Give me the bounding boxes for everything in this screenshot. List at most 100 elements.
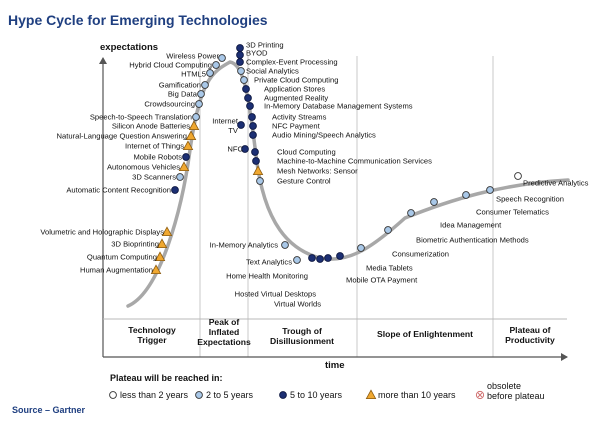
- application-stores-label: Application Stores: [264, 85, 325, 94]
- nfc-payment-label: NFC Payment: [272, 122, 321, 131]
- legend-lt2-marker: [109, 391, 117, 399]
- phase-peak-of-inflated-expectations: Peak of Inflated Expectations: [197, 317, 251, 347]
- in-memory-analytics-marker: [281, 241, 289, 249]
- human-augmentation-label: Human Augmentation: [80, 266, 153, 275]
- augmented-reality-marker: [244, 94, 252, 102]
- autonomous-vehicles-marker: [178, 161, 190, 172]
- legend-5to10-label: 5 to 10 years: [290, 390, 343, 400]
- legend-lt2-label: less than 2 years: [120, 390, 189, 400]
- page-title: Hype Cycle for Emerging Technologies: [8, 12, 268, 28]
- virtual-worlds-label: Virtual Worlds: [274, 300, 321, 309]
- source-credit: Source – Gartner: [12, 405, 86, 415]
- 3d-printing-marker: [236, 44, 244, 52]
- in-memory-database-management-systems-marker: [246, 102, 254, 110]
- consumerization-marker: [384, 226, 392, 234]
- speech-to-speech-translation-label: Speech-to-Speech Translation: [90, 113, 192, 122]
- machine-to-machine-communication-services-marker: [252, 157, 260, 165]
- idea-management-label: Idea Management: [440, 221, 502, 230]
- gamification-label: Gamification: [159, 81, 201, 90]
- biometric-authentication-methods-marker: [407, 209, 415, 217]
- natural-language-question-answering-marker: [185, 130, 197, 141]
- private-cloud-computing-marker: [240, 76, 248, 84]
- legend-2to5-label: 2 to 5 years: [206, 390, 254, 400]
- mobile-ota-payment-label: Mobile OTA Payment: [346, 276, 418, 285]
- media-tablets-marker: [357, 244, 365, 252]
- legend-gt10-label: more than 10 years: [378, 390, 456, 400]
- cloud-computing-label: Cloud Computing: [277, 148, 336, 157]
- consumer-telematics-label: Consumer Telematics: [476, 208, 549, 217]
- internet-of-things-label: Internet of Things: [125, 142, 184, 151]
- speech-to-speech-translation-marker: [192, 113, 200, 121]
- automatic-content-recognition-marker: [171, 186, 179, 194]
- social-analytics-label: Social Analytics: [246, 67, 299, 76]
- natural-language-question-answering-label: Natural-Language Question Answering: [57, 132, 187, 141]
- nfc-label: NFC: [227, 145, 243, 154]
- legend-2to5-marker: [195, 391, 203, 399]
- social-analytics-marker: [237, 67, 245, 75]
- big-data-label: Big Data: [168, 90, 198, 99]
- complex-event-processing-marker: [236, 58, 244, 66]
- crowdsourcing-label: Crowdsourcing: [144, 100, 195, 109]
- audio-mining-speech-analytics-marker: [249, 131, 257, 139]
- quantum-computing-marker: [154, 251, 166, 262]
- 3d-bioprinting-label: 3D Bioprinting: [111, 240, 159, 249]
- legend-obsolete-label: obsolete before plateau: [487, 381, 545, 401]
- phase-technology-trigger: Technology Trigger: [128, 325, 176, 345]
- home-health-monitoring-label: Home Health Monitoring: [226, 272, 308, 281]
- hybrid-cloud-computing-marker: [212, 61, 220, 69]
- speech-recognition-label: Speech Recognition: [496, 195, 564, 204]
- legend-title: Plateau will be reached in:: [110, 373, 223, 383]
- audio-mining-speech-analytics-label: Audio Mining/Speech Analytics: [272, 131, 376, 140]
- predictive-analytics-marker: [514, 172, 522, 180]
- nfc-marker: [241, 145, 249, 153]
- speech-recognition-marker: [486, 186, 494, 194]
- mobile-robots-label: Mobile Robots: [133, 153, 182, 162]
- y-axis-label: expectations: [100, 42, 158, 53]
- autonomous-vehicles-label: Autonomous Vehicles: [107, 163, 180, 172]
- byod-marker: [236, 51, 244, 59]
- mesh-networks-sensor-label: Mesh Networks: Sensor: [277, 167, 358, 176]
- biometric-authentication-methods-label: Biometric Authentication Methods: [416, 236, 529, 245]
- silicon-anode-batteries-label: Silicon Anode Batteries: [112, 122, 190, 131]
- automatic-content-recognition-label: Automatic Content Recognition: [66, 186, 171, 195]
- home-health-monitoring-marker: [308, 254, 316, 262]
- human-augmentation-marker: [150, 264, 162, 275]
- legend: Plateau will be reached in: less than 2 …: [109, 373, 545, 401]
- cloud-computing-marker: [251, 148, 259, 156]
- nfc-payment-marker: [249, 122, 257, 130]
- predictive-analytics-label: Predictive Analytics: [523, 179, 589, 188]
- phase-slope-of-enlightenment: Slope of Enlightenment: [377, 329, 473, 339]
- private-cloud-computing-label: Private Cloud Computing: [254, 76, 338, 85]
- internet-tv-marker: [237, 121, 245, 129]
- quantum-computing-label: Quantum Computing: [87, 253, 157, 262]
- in-memory-database-management-systems-label: In-Memory Database Management Systems: [264, 102, 413, 111]
- legend-5to10-marker: [279, 391, 287, 399]
- text-analytics-label: Text Analytics: [246, 258, 292, 267]
- mobile-ota-payment-marker: [336, 252, 344, 260]
- consumer-telematics-marker: [462, 191, 470, 199]
- augmented-reality-label: Augmented Reality: [264, 94, 328, 103]
- text-analytics-marker: [293, 256, 301, 264]
- 3d-printing-label: 3D Printing: [246, 41, 284, 50]
- volumetric-and-holographic-displays-label: Volumetric and Holographic Displays: [40, 228, 164, 237]
- complex-event-processing-label: Complex-Event Processing: [246, 58, 338, 67]
- media-tablets-label: Media Tablets: [366, 264, 413, 273]
- machine-to-machine-communication-services-label: Machine-to-Machine Communication Service…: [277, 157, 432, 166]
- phase-trough-of-disillusionment: Trough of Disillusionment: [270, 326, 334, 346]
- volumetric-and-holographic-displays-marker: [161, 226, 173, 237]
- 3d-scanners-label: 3D Scanners: [132, 173, 176, 182]
- hybrid-cloud-computing-label: Hybrid Cloud Computing: [129, 61, 212, 70]
- activity-streams-marker: [248, 113, 256, 121]
- consumerization-label: Consumerization: [392, 250, 449, 259]
- internet-of-things-marker: [182, 140, 194, 151]
- legend-gt10-marker: [365, 389, 377, 400]
- silicon-anode-batteries-marker: [188, 120, 200, 131]
- html5-label: HTML5: [181, 70, 206, 79]
- virtual-worlds-marker: [324, 254, 332, 262]
- gamification-marker: [201, 81, 209, 89]
- 3d-scanners-marker: [176, 173, 184, 181]
- big-data-marker: [197, 90, 205, 98]
- 3d-bioprinting-marker: [156, 238, 168, 249]
